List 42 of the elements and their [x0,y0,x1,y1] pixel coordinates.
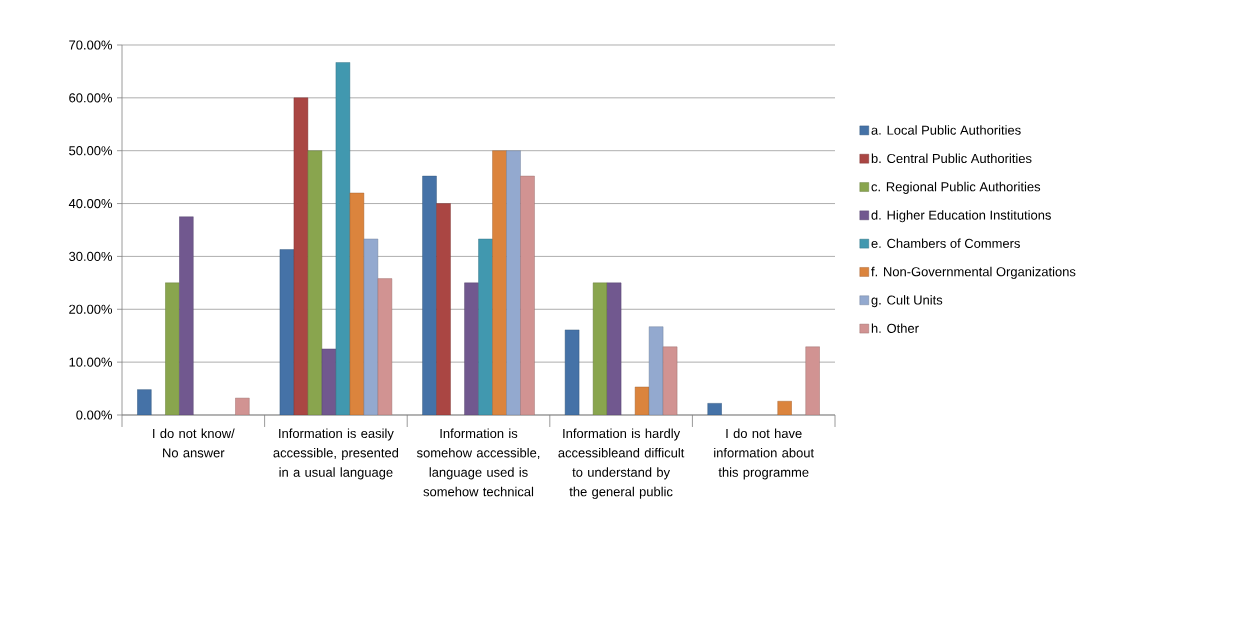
bar [648,326,664,415]
bar [777,401,792,415]
y-tick-label: 0.00% [76,410,113,420]
y-tick-label: 40.00% [68,198,113,209]
bar [349,192,365,415]
bar [165,282,180,415]
bar [293,97,309,415]
bar [478,238,493,415]
legend-label: h. Other [871,323,919,333]
y-tick-label: 20.00% [69,304,113,314]
bar [335,62,351,415]
bar [606,282,622,415]
bar [179,216,194,415]
legend-label: e. Chambers of Commers [871,238,1020,248]
x-tick-label: I do not have information about this programme [714,428,814,480]
legend-label: b. Central Public Authorities [871,153,1032,164]
bar [307,150,323,415]
bar [464,282,479,415]
y-tick-label: 10.00% [69,357,113,367]
legend-label: f. Non-Governmental Organizations [871,266,1076,279]
bar [634,386,650,415]
x-tick-label: Information is somehow accessible, language used is somehow technical [416,428,540,497]
legend-label: c. Regional Public Authorities [871,181,1041,194]
bar [436,203,451,415]
bar [592,282,608,415]
legend-label: a. Local Public Authorities [871,125,1021,135]
legend-label: d. Higher Education Institutions [871,210,1051,223]
x-tick-label: I do not know/ No answer [153,428,235,458]
y-tick-label: 30.00% [69,251,113,261]
bar [506,150,521,415]
bar [805,346,820,415]
bar [321,348,337,415]
bar [422,175,437,415]
y-tick-label: 70.00% [69,40,113,50]
bar [520,175,535,415]
x-tick-label: Information is easily accessible, presented in a usual language [273,428,399,480]
bar [492,150,507,415]
y-tick-label: 50.00% [69,146,113,156]
x-tick-label: Information is hardly accessibleand difficult to understand by the general public [558,428,685,499]
bar [363,238,379,415]
legend-label: g. Cult Units [871,295,943,308]
y-tick-label: 60.00% [69,93,113,103]
